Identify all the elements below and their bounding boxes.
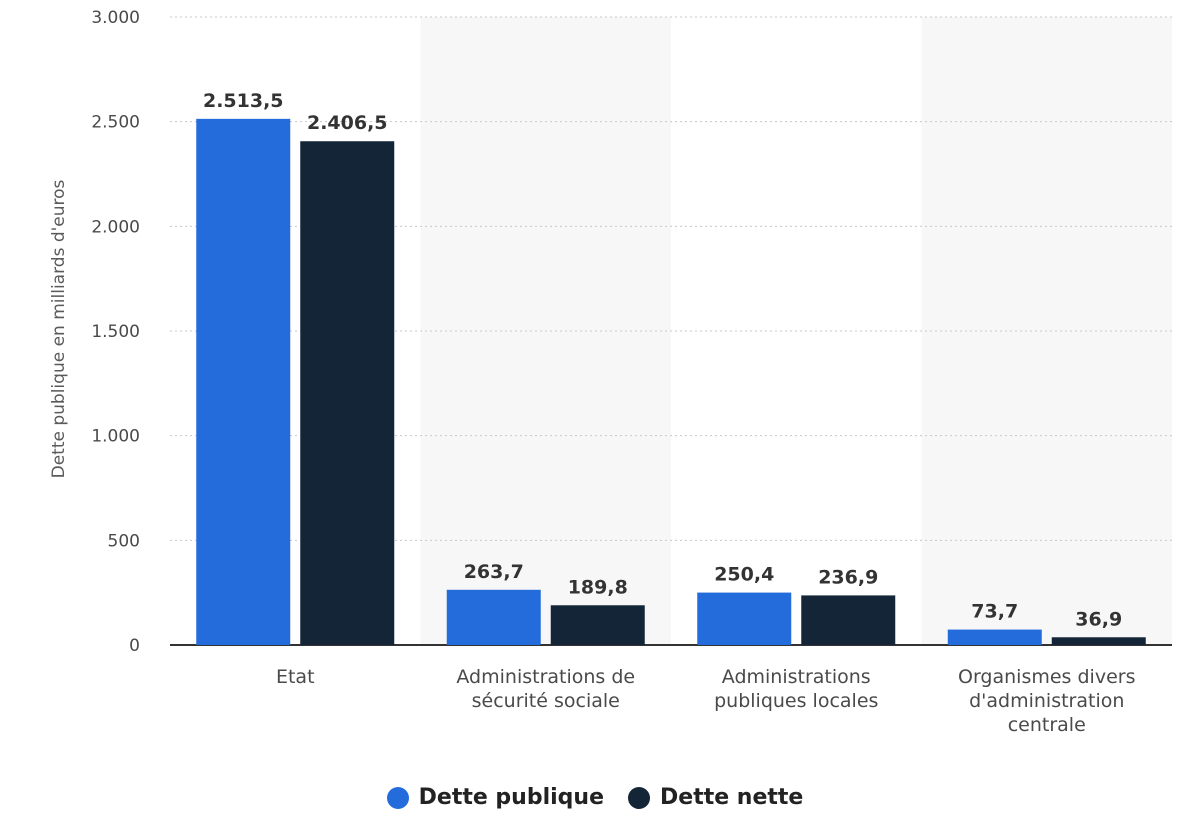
chart: 0 500 1.000 1.500 2.000 2.500 3.000 Dette publi… — [49, 8, 1172, 736]
data-label: 250,4 — [714, 564, 774, 586]
data-label: 189,8 — [568, 576, 628, 598]
legend-swatch-dette-publique — [386, 786, 409, 809]
bar-dette-nette — [300, 141, 395, 646]
data-label: 73,7 — [971, 601, 1018, 623]
bar-dette-nette — [550, 605, 645, 645]
legend-label-dette-nette: Dette nette — [660, 785, 804, 810]
category-label: Etat — [276, 666, 315, 688]
category-label: Organismes divers — [958, 666, 1135, 688]
category-label: Administrations — [722, 666, 871, 688]
y-tick-label: 1.500 — [91, 322, 140, 342]
legend-swatch-dette-nette — [628, 786, 651, 809]
bar-dette-nette — [1051, 637, 1146, 645]
y-tick-label: 1.000 — [91, 427, 140, 447]
legend: Dette publique Dette nette — [0, 785, 1190, 810]
data-label: 2.406,5 — [307, 112, 388, 134]
data-label: 36,9 — [1075, 608, 1122, 630]
legend-item-dette-nette[interactable]: Dette nette — [628, 785, 803, 810]
bar-dette-publique — [697, 592, 792, 645]
category-label: d'administration — [969, 690, 1124, 712]
category-label: Administrations de — [456, 666, 635, 688]
bar-dette-publique — [196, 118, 291, 645]
legend-item-dette-publique[interactable]: Dette publique — [386, 785, 605, 810]
data-label: 236,9 — [818, 566, 878, 588]
data-label: 2.513,5 — [203, 90, 284, 112]
bar-dette-nette — [801, 595, 896, 645]
legend-label-dette-publique: Dette publique — [418, 785, 605, 810]
y-tick-label: 0 — [129, 636, 140, 656]
bar-dette-publique — [446, 589, 541, 645]
y-tick-label: 500 — [108, 531, 140, 551]
y-tick-label: 2.000 — [91, 217, 140, 237]
category-label: sécurité sociale — [472, 690, 620, 712]
category-label: centrale — [1008, 714, 1086, 736]
category-label: publiques locales — [714, 690, 878, 712]
bar-dette-publique — [947, 629, 1042, 645]
y-tick-label: 2.500 — [91, 113, 140, 133]
y-tick-label: 3.000 — [91, 8, 140, 28]
data-label: 263,7 — [464, 561, 524, 583]
y-axis-label: Dette publique en milliards d'euros — [49, 179, 69, 478]
